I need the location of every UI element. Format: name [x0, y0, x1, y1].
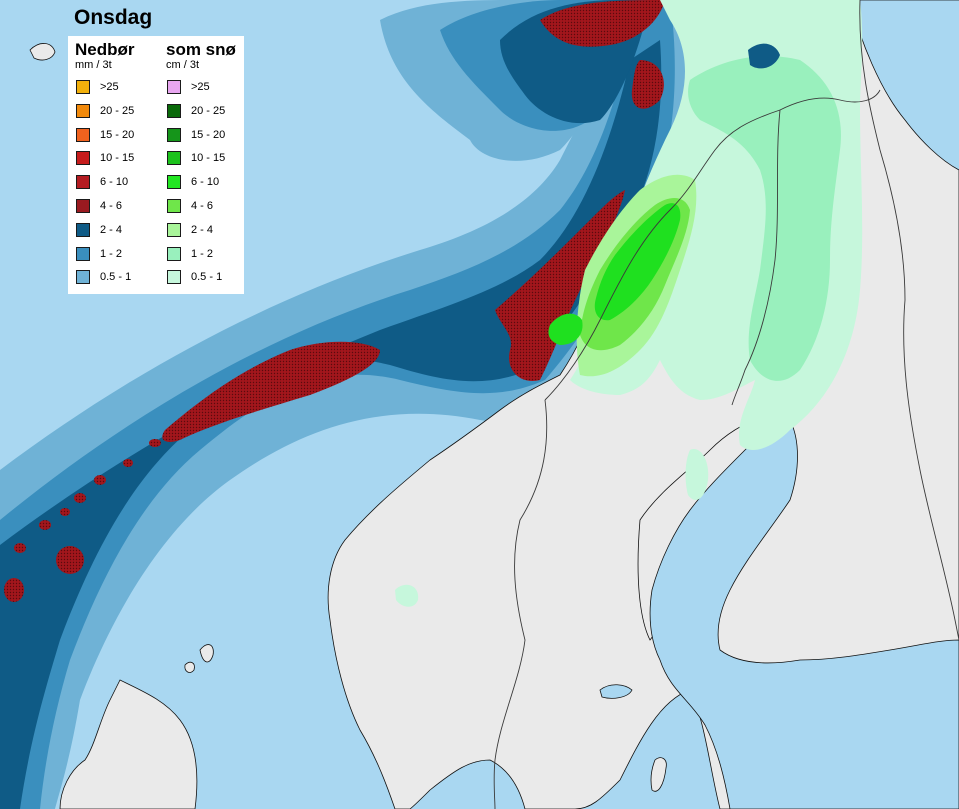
rain-core-4-6-main: [162, 341, 380, 442]
legend-precip-item: >25: [75, 78, 159, 102]
legend-item-label: 4 - 6: [191, 199, 214, 212]
legend-swatch: [167, 151, 181, 166]
border-finland-russia: [859, 0, 959, 641]
legend-item-label: 20 - 25: [100, 104, 135, 117]
legend-precip-item: 2 - 4: [75, 221, 159, 245]
legend-snow-item: 1 - 2: [166, 245, 250, 269]
country-borders: [493, 0, 959, 809]
rain-2-4-finnmark: [748, 43, 780, 69]
legend-snow-title: som snø: [166, 40, 236, 59]
snow-1-2: [688, 56, 841, 381]
rain-core-4-6-north2: [631, 60, 664, 109]
legend-swatch: [167, 270, 181, 285]
legend-swatch: [167, 198, 181, 213]
legend-precip-item: 1 - 2: [75, 245, 159, 269]
snow-0-5-1-south: [395, 584, 419, 607]
land-faroe: [29, 43, 56, 61]
legend-swatch: [167, 175, 181, 190]
legend-snow-list: >25 20 - 25 15 - 20 10 - 15 6 - 10 4 - 6 2 - 4…: [166, 78, 250, 292]
legend-snow-item: 6 - 10: [166, 173, 250, 197]
legend-swatch: [76, 270, 90, 285]
legend-precip-item: 15 - 20: [75, 126, 159, 150]
legend-precip-item: 20 - 25: [75, 102, 159, 126]
legend-item-label: >25: [191, 81, 210, 93]
legend-item-label: 1 - 2: [191, 247, 214, 260]
legend-item-label: 2 - 4: [191, 223, 214, 236]
legend-snow-item: 4 - 6: [166, 197, 250, 221]
snow-6-10: [594, 203, 681, 321]
legend-item-label: 6 - 10: [191, 176, 220, 189]
legend-item-label: 4 - 6: [100, 199, 123, 212]
legend-item-label: 6 - 10: [100, 176, 129, 189]
legend-swatch: [76, 222, 90, 237]
legend-swatch: [76, 103, 90, 118]
legend-panel: Nedbør mm / 3t >25 20 - 25 15 - 20 10 - 15 6…: [68, 36, 244, 294]
snow-6-10-south: [548, 313, 583, 345]
legend-swatch: [76, 198, 90, 213]
legend-precip-item: 4 - 6: [75, 197, 159, 221]
land-gotland: [650, 757, 667, 792]
legend-swatch: [76, 80, 90, 94]
legend-precip-title: Nedbør: [75, 40, 135, 59]
rain-core-4-6-coast: [495, 190, 625, 381]
border-norway-sweden-north: [544, 109, 781, 401]
legend-swatch: [167, 222, 181, 237]
legend-item-label: 15 - 20: [100, 128, 135, 141]
land-uk-north: [59, 679, 198, 809]
legend-swatch: [167, 127, 181, 142]
legend-swatch: [76, 151, 90, 166]
legend-item-label: 0.5 - 1: [191, 271, 223, 284]
legend-precip-item: 6 - 10: [75, 173, 159, 197]
legend-swatch: [167, 103, 181, 118]
legend-swatch: [76, 246, 90, 261]
legend-snow-item: >25: [166, 78, 250, 102]
lake-vanern: [599, 684, 633, 699]
legend-item-label: 2 - 4: [100, 223, 123, 236]
legend-item-label: 20 - 25: [191, 104, 226, 117]
legend-item-label: 0.5 - 1: [100, 271, 132, 284]
inland-seas: [599, 419, 959, 809]
snow-0-5-1-gulf: [685, 449, 709, 500]
legend-precip-list: >25 20 - 25 15 - 20 10 - 15 6 - 10 4 - 6 2 - 4…: [75, 78, 159, 292]
legend-snow-unit: cm / 3t: [166, 59, 200, 71]
gulf-of-bothnia: [649, 419, 959, 809]
map-title: Onsdag: [74, 6, 153, 29]
snow-fields: [395, 0, 863, 607]
legend-swatch: [167, 246, 181, 261]
legend-precip-column: Nedbør mm / 3t >25 20 - 25 15 - 20 10 - 15 6…: [75, 40, 159, 292]
legend-snow-column: som snø cm / 3t >25 20 - 25 15 - 20 10 - 15…: [166, 40, 250, 292]
rain-cells-southwest: [4, 439, 161, 602]
rain-core-4-6-north: [540, 0, 665, 47]
rain-band-0-5-1: [0, 0, 695, 809]
legend-precip-unit: mm / 3t: [75, 59, 112, 71]
legend-swatch: [76, 175, 90, 190]
legend-snow-item: 15 - 20: [166, 126, 250, 150]
legend-precip-item: 0.5 - 1: [75, 268, 159, 292]
legend-snow-item: 0.5 - 1: [166, 268, 250, 292]
legend-item-label: 10 - 15: [100, 152, 135, 165]
border-norway-finland: [779, 89, 881, 111]
legend-precip-item: 10 - 15: [75, 149, 159, 173]
land-uk-islets: [184, 644, 214, 673]
legend-item-label: 10 - 15: [191, 152, 226, 165]
legend-item-label: 1 - 2: [100, 247, 123, 260]
border-norway-sweden: [493, 399, 548, 809]
legend-snow-item: 20 - 25: [166, 102, 250, 126]
border-sweden-finland: [731, 109, 781, 406]
legend-snow-item: 2 - 4: [166, 221, 250, 245]
legend-item-label: 15 - 20: [191, 128, 226, 141]
legend-swatch: [76, 127, 90, 142]
legend-item-label: >25: [100, 81, 119, 93]
legend-snow-item: 10 - 15: [166, 149, 250, 173]
legend-swatch: [167, 80, 181, 94]
rain-bands: [0, 0, 695, 809]
